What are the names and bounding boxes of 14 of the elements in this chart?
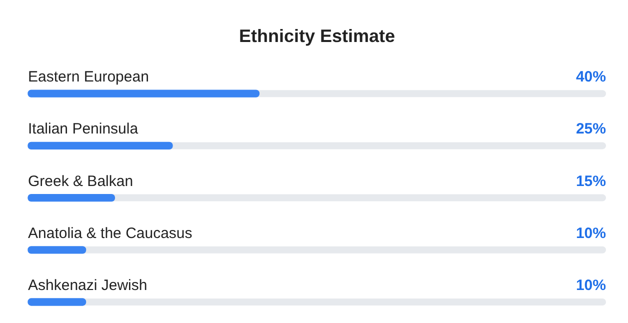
y-tick-label: Greek & Balkan (28, 172, 134, 190)
chart-title: Ethnicity Estimate (238, 26, 396, 46)
bar (28, 246, 86, 254)
y-tick-label: Anatolia & the Caucasus (28, 224, 192, 242)
bar (28, 298, 86, 306)
y-tick-label: Ashkenazi Jewish (28, 277, 148, 294)
data-label: 10% (576, 224, 606, 242)
data-label: 25% (576, 120, 606, 138)
y-tick-label: Italian Peninsula (28, 120, 139, 138)
data-label: 10% (576, 277, 606, 294)
data-label: 40% (576, 68, 606, 86)
data-label: 15% (576, 172, 606, 190)
bar (28, 194, 116, 202)
y-tick-label: Eastern European (28, 68, 149, 86)
